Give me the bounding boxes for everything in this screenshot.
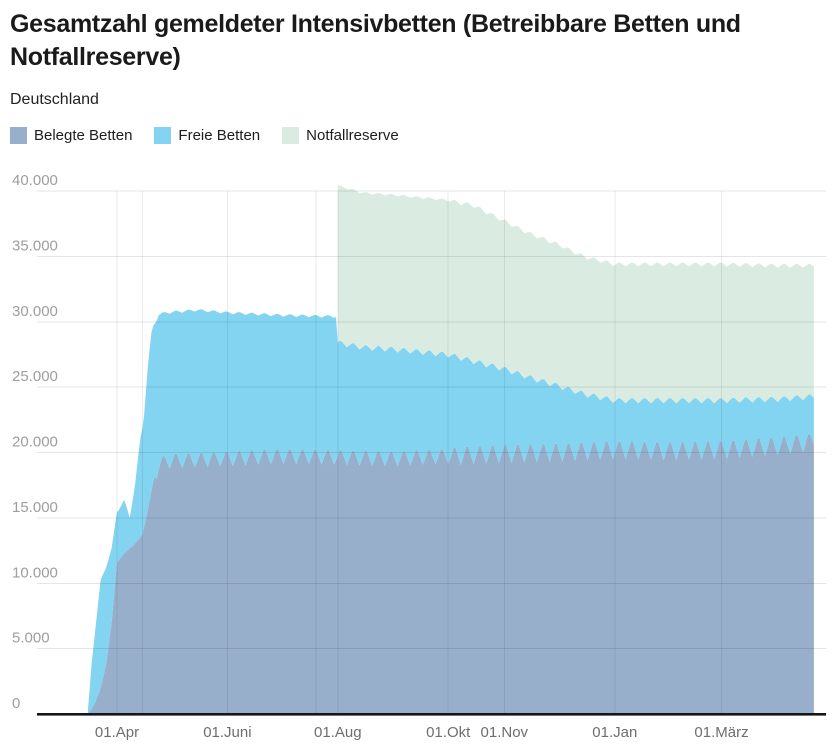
y-tick-label: 15.000	[12, 499, 58, 516]
legend-item-2: Freie Betten	[154, 127, 260, 144]
legend: Belegte Betten Freie Betten Notfallreserve	[10, 127, 830, 144]
chart-header: Gesamtzahl gemeldeter Intensivbetten (Be…	[10, 8, 830, 144]
area-notfallreserve	[337, 185, 814, 404]
x-tick-label: 01.Jan	[592, 724, 637, 741]
area-belegte-betten	[88, 433, 814, 714]
legend-swatch-icon	[154, 127, 172, 144]
x-tick-label: 01.Okt	[426, 724, 471, 741]
legend-item-3: Notfallreserve	[282, 127, 399, 144]
chart-title: Gesamtzahl gemeldeter Intensivbetten (Be…	[10, 10, 741, 71]
y-tick-label: 0	[12, 695, 20, 712]
y-tick-label: 5.000	[12, 630, 50, 647]
legend-label: Belegte Betten	[34, 127, 133, 144]
x-axis-line	[37, 713, 826, 716]
x-tick-label: 01.Nov	[481, 724, 529, 741]
y-tick-label: 30.000	[12, 303, 58, 320]
y-tick-label: 20.000	[12, 434, 58, 451]
y-tick-label: 10.000	[12, 564, 58, 581]
legend-swatch-icon	[282, 127, 300, 144]
chart-subtitle: Deutschland	[10, 91, 99, 108]
y-tick-label: 25.000	[12, 368, 58, 385]
legend-label: Notfallreserve	[306, 127, 399, 144]
area-freie-betten	[88, 309, 814, 714]
legend-swatch-icon	[10, 127, 27, 144]
y-tick-label: 40.000	[12, 172, 58, 189]
x-tick-label: 01.Apr	[95, 724, 139, 741]
x-tick-label: 01.März	[694, 724, 748, 741]
y-tick-label: 35.000	[12, 237, 58, 254]
x-tick-label: 01.Aug	[314, 724, 362, 741]
x-tick-label: 01.Juni	[203, 724, 251, 741]
legend-label: Freie Betten	[178, 127, 261, 144]
legend-item-1: Belegte Betten	[10, 127, 132, 144]
